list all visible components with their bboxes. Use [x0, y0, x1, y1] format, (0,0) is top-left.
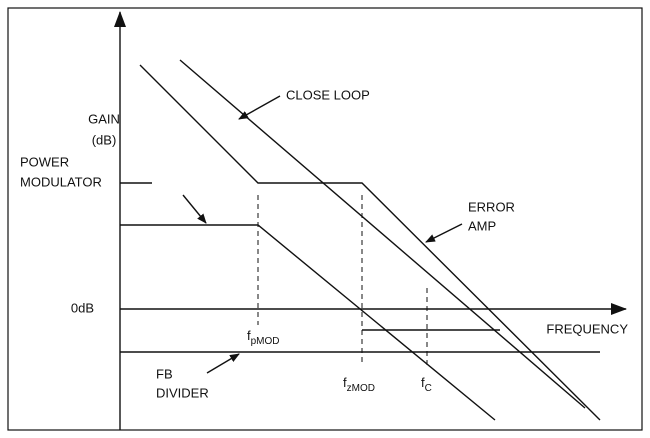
frequency-label: fpMOD — [247, 328, 280, 346]
x-label: FREQUENCY — [546, 321, 628, 336]
error-amp-pointer — [425, 223, 463, 243]
error-amp-curve — [179, 59, 586, 409]
frame — [7, 7, 643, 431]
frequency-label: fzMOD — [343, 375, 375, 393]
close-loop-label: CLOSE LOOP — [286, 87, 370, 102]
error-amp-label: ERROR — [468, 199, 515, 214]
frequency-label: fC — [421, 375, 432, 393]
fb-divider-label: FB — [156, 366, 173, 381]
power-modulator-pointer — [182, 194, 207, 224]
power-modulator-label: MODULATOR — [20, 174, 102, 189]
y-label: (dB) — [92, 132, 117, 147]
close-loop-pointer — [238, 95, 281, 120]
error-amp-label: AMP — [468, 218, 496, 233]
fb-divider-pointer — [206, 353, 240, 374]
fb-divider-label: DIVIDER — [156, 385, 209, 400]
zero-label: 0dB — [71, 300, 94, 315]
y-label: GAIN — [88, 111, 120, 126]
close-loop-curve — [139, 64, 601, 421]
power-modulator-label: POWER — [20, 154, 69, 169]
